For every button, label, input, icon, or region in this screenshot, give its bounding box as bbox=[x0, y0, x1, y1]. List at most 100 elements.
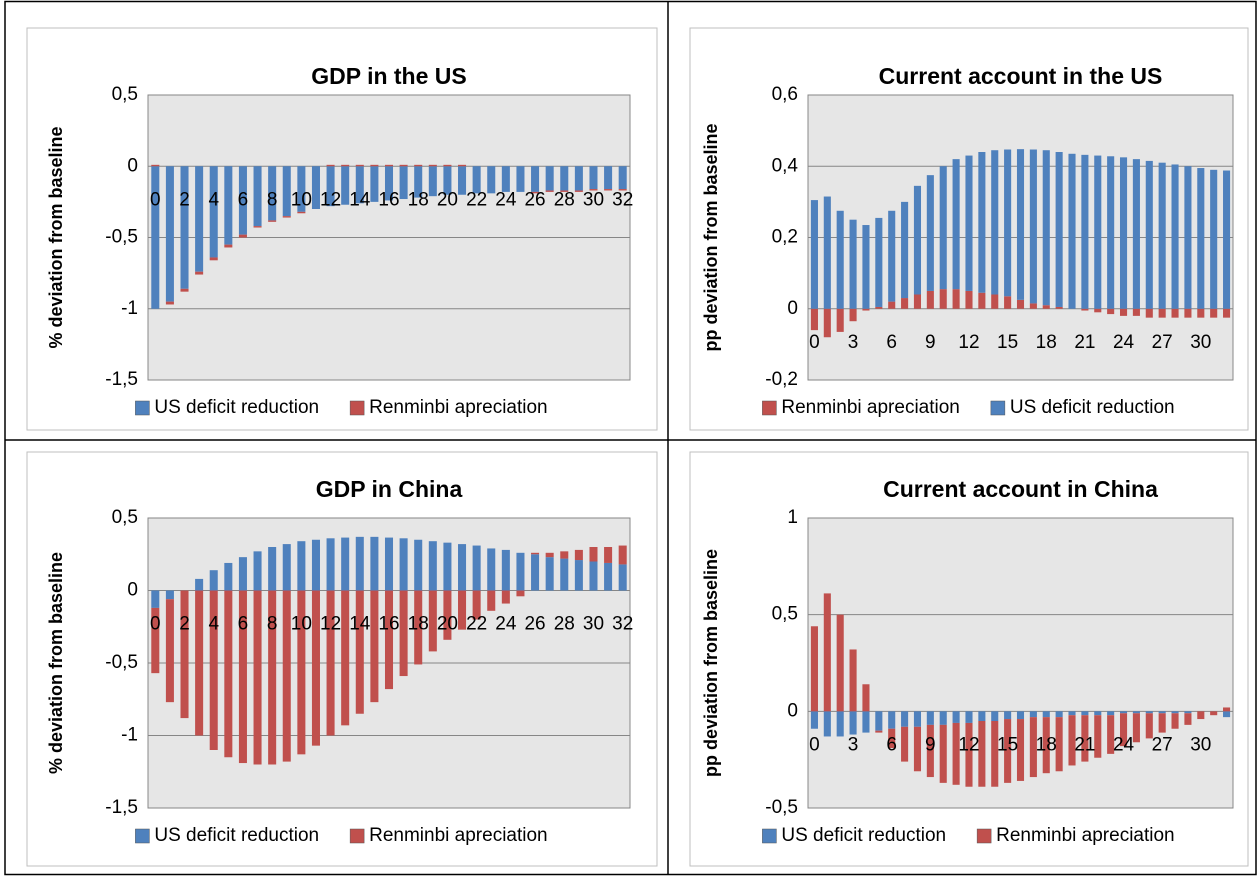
bar bbox=[545, 166, 554, 191]
bar bbox=[939, 724, 947, 783]
bar bbox=[268, 547, 277, 591]
bar bbox=[1171, 164, 1179, 309]
bar bbox=[836, 711, 844, 737]
y-tick-label: 0,2 bbox=[772, 227, 798, 248]
legend-label: US deficit reduction bbox=[154, 825, 319, 846]
bar bbox=[849, 219, 857, 309]
bar bbox=[341, 537, 350, 591]
y-tick-label: -1 bbox=[121, 298, 138, 319]
legend-swatch bbox=[990, 400, 1006, 416]
bar bbox=[341, 590, 350, 726]
bar bbox=[326, 166, 335, 207]
chart-title: GDP in the US bbox=[311, 63, 467, 89]
bar bbox=[370, 590, 379, 703]
bar bbox=[195, 166, 204, 272]
bar bbox=[901, 711, 909, 727]
bar bbox=[1081, 308, 1089, 311]
bar bbox=[297, 590, 306, 755]
bar bbox=[952, 722, 960, 785]
bar bbox=[1158, 713, 1166, 733]
x-tick-label: 3 bbox=[848, 734, 859, 755]
bar bbox=[875, 730, 883, 733]
x-tick-label: 28 bbox=[554, 189, 575, 210]
bar bbox=[224, 244, 233, 248]
bar bbox=[297, 211, 306, 214]
bar bbox=[913, 726, 922, 772]
bar bbox=[1132, 713, 1140, 743]
bar bbox=[282, 216, 291, 218]
x-tick-label: 12 bbox=[320, 614, 341, 635]
bar bbox=[1042, 711, 1050, 718]
bar bbox=[1184, 308, 1192, 318]
bar bbox=[224, 166, 233, 245]
bar bbox=[545, 552, 554, 558]
x-tick-label: 15 bbox=[997, 734, 1018, 755]
bar bbox=[901, 726, 909, 762]
bar bbox=[355, 536, 364, 591]
bar bbox=[1029, 717, 1037, 778]
bar bbox=[939, 711, 947, 725]
bar bbox=[238, 234, 247, 238]
bar bbox=[1107, 715, 1115, 754]
legend-swatch bbox=[349, 400, 365, 416]
bar bbox=[1107, 308, 1115, 315]
bar bbox=[1119, 308, 1128, 316]
bar bbox=[282, 544, 291, 591]
bar bbox=[195, 578, 204, 591]
bar bbox=[862, 684, 870, 712]
bar bbox=[1184, 711, 1192, 714]
bar bbox=[823, 711, 831, 737]
bar bbox=[355, 590, 364, 714]
bar bbox=[939, 166, 947, 290]
y-tick-label: 0,4 bbox=[772, 155, 799, 176]
y-tick-label: 1 bbox=[787, 507, 798, 528]
bar bbox=[428, 166, 437, 197]
x-tick-label: 27 bbox=[1152, 332, 1173, 353]
y-tick-label: -0,5 bbox=[105, 652, 138, 673]
bar bbox=[849, 308, 857, 322]
bar bbox=[1119, 713, 1128, 747]
bar bbox=[1081, 715, 1089, 762]
bar bbox=[414, 164, 423, 167]
bar bbox=[589, 547, 598, 562]
bar bbox=[311, 590, 320, 746]
bar bbox=[1171, 713, 1179, 729]
bar bbox=[180, 166, 189, 289]
bar bbox=[268, 590, 277, 765]
x-tick-label: 32 bbox=[612, 614, 633, 635]
bar bbox=[516, 590, 525, 597]
bar bbox=[195, 590, 204, 736]
bar bbox=[1081, 154, 1089, 309]
x-tick-label: 6 bbox=[886, 332, 897, 353]
x-tick-label: 30 bbox=[1190, 734, 1211, 755]
bar bbox=[875, 711, 883, 731]
bar bbox=[355, 166, 364, 204]
bar bbox=[209, 590, 218, 750]
x-tick-label: 9 bbox=[925, 332, 936, 353]
bar bbox=[810, 711, 818, 729]
y-tick-label: 0,5 bbox=[112, 507, 138, 528]
bar bbox=[297, 541, 306, 591]
bar bbox=[1132, 308, 1140, 316]
x-tick-label: 6 bbox=[238, 189, 249, 210]
legend-label: US deficit reduction bbox=[154, 397, 319, 418]
bar bbox=[501, 166, 510, 192]
bar bbox=[545, 190, 554, 192]
bar bbox=[1004, 149, 1012, 297]
x-tick-label: 18 bbox=[1036, 734, 1057, 755]
bar bbox=[414, 166, 423, 198]
bar bbox=[810, 308, 818, 331]
bar bbox=[991, 711, 999, 721]
bar bbox=[560, 558, 569, 591]
bar bbox=[1145, 308, 1153, 318]
bar bbox=[926, 724, 934, 778]
x-tick-label: 4 bbox=[208, 614, 219, 635]
bar bbox=[209, 166, 218, 258]
bar bbox=[1145, 711, 1153, 714]
bar bbox=[560, 166, 569, 191]
x-tick-label: 0 bbox=[150, 614, 161, 635]
bar bbox=[1094, 308, 1102, 313]
bar bbox=[875, 217, 883, 307]
bar bbox=[341, 164, 350, 167]
bar bbox=[268, 166, 277, 221]
